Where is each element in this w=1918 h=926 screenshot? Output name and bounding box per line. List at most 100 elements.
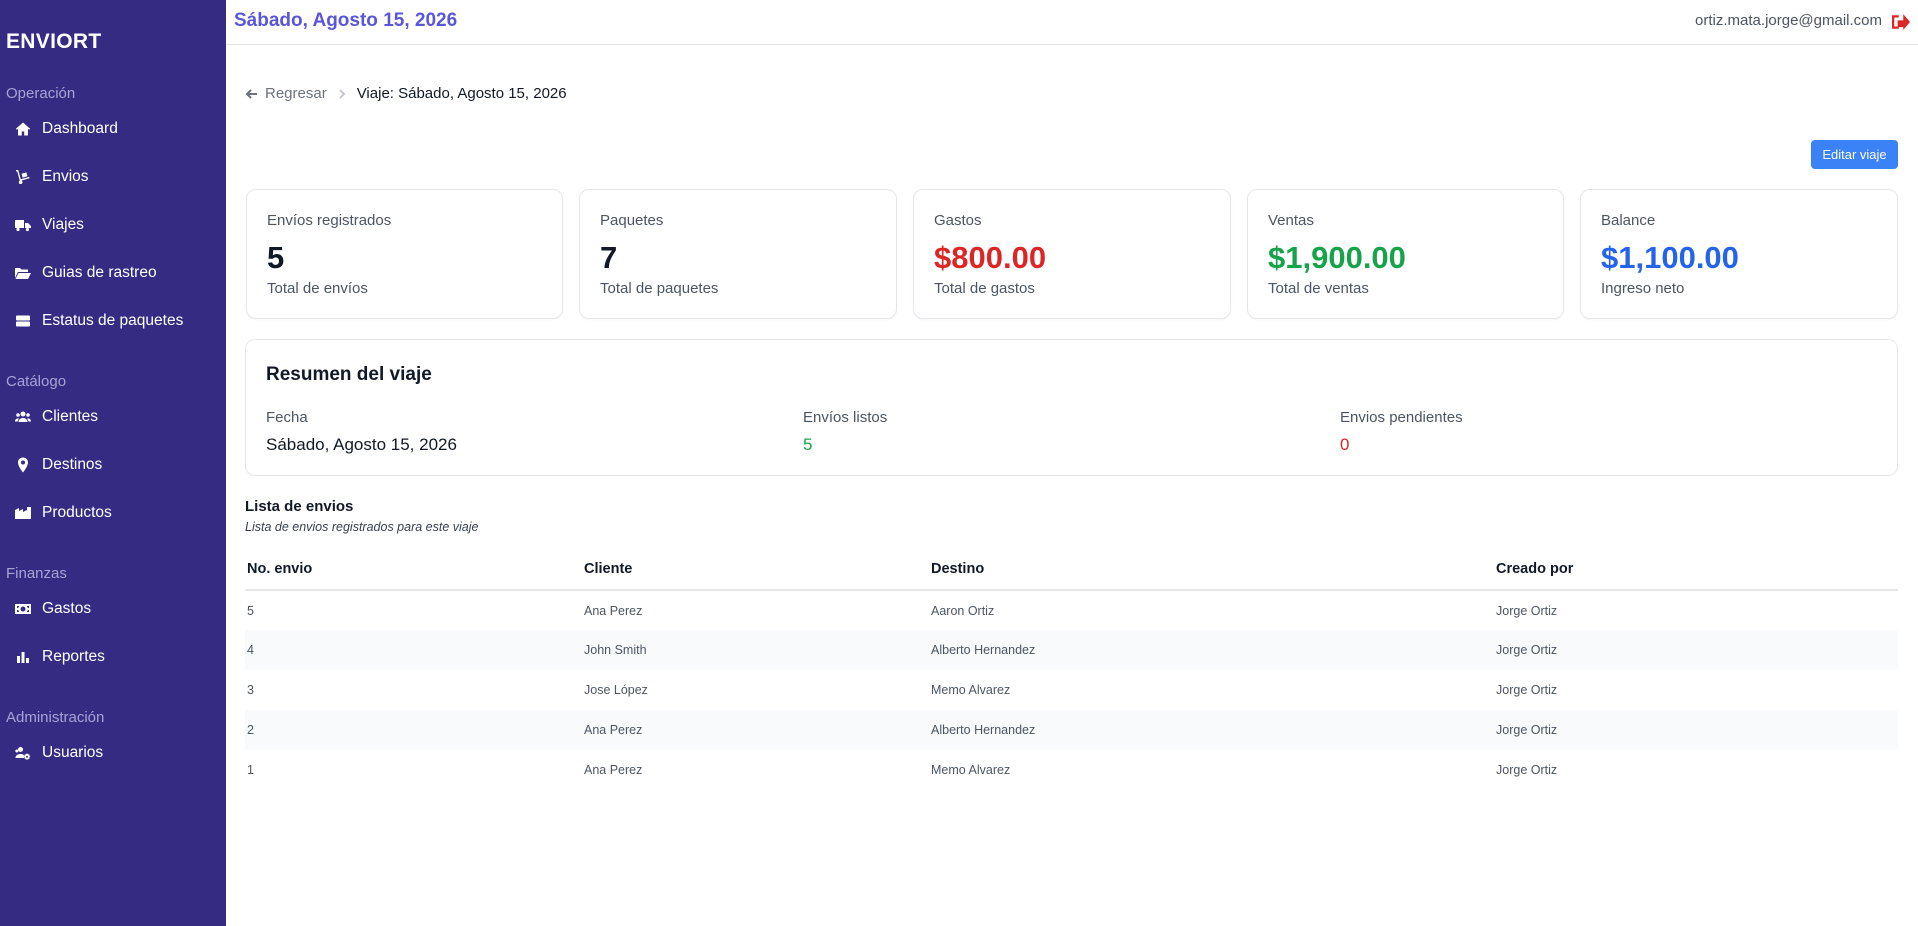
section-title-operacion: Operación <box>6 85 76 102</box>
cell-destino: Aaron Ortiz <box>931 603 995 618</box>
section-title-catalogo: Catálogo <box>6 373 67 390</box>
chevron-right-icon <box>337 88 347 99</box>
sidebar-item-dashboard[interactable]: Dashboard <box>14 115 118 143</box>
sidebar-item-productos[interactable]: Productos <box>14 499 112 527</box>
sidebar-item-label: Usuarios <box>42 744 104 761</box>
edit-trip-button[interactable]: Editar viaje <box>1811 140 1898 169</box>
sidebar-item-clientes[interactable]: Clientes <box>14 403 98 431</box>
summary-pending-value: 0 <box>1340 435 1350 454</box>
section-title-administracion: Administración <box>6 709 105 726</box>
back-link-label: Regresar <box>265 85 327 102</box>
sidebar-item-destinos[interactable]: Destinos <box>14 451 102 479</box>
stat-label: Gastos <box>934 212 982 229</box>
sign-out-icon[interactable] <box>1892 13 1910 31</box>
sidebar: ENVIORT Operación Dashboard Envios Viaje… <box>0 0 226 926</box>
back-link[interactable]: Regresar <box>245 85 327 102</box>
stat-subtitle: Total de ventas <box>1268 280 1369 297</box>
cell-cliente: Ana Perez <box>584 603 643 618</box>
cell-destino: Memo Alvarez <box>931 683 1011 697</box>
users-icon <box>14 409 32 425</box>
stat-value: $1,900.00 <box>1268 240 1406 275</box>
stat-value: $1,100.00 <box>1601 240 1739 275</box>
cell-destino: Memo Alvarez <box>931 763 1011 777</box>
sidebar-item-envios[interactable]: Envios <box>14 163 89 191</box>
stat-value: 5 <box>267 240 285 275</box>
stat-subtitle: Total de envíos <box>267 280 368 297</box>
arrow-left-icon <box>245 88 257 99</box>
column-header-destino[interactable]: Destino <box>931 548 1496 591</box>
table-row[interactable]: 5 Ana Perez Aaron Ortiz Jorge Ortiz <box>245 590 1898 630</box>
stat-label: Paquetes <box>600 212 664 229</box>
summary-date-label: Fecha <box>266 409 308 426</box>
brand-logo[interactable]: ENVIORT <box>6 30 102 53</box>
stat-label: Envíos registrados <box>267 212 392 229</box>
money-bill-icon <box>14 601 32 617</box>
stat-card-paquetes: Paquetes 7 Total de paquetes <box>579 189 897 319</box>
stat-subtitle: Ingreso neto <box>1601 280 1685 297</box>
users-cog-icon <box>14 745 32 761</box>
stat-card-envios: Envíos registrados 5 Total de envíos <box>246 189 563 319</box>
shipments-table: No. envio Cliente Destino Creado por 5 A… <box>245 548 1898 790</box>
section-title-finanzas: Finanzas <box>6 565 67 582</box>
bar-chart-icon <box>14 649 32 665</box>
table-header-row: No. envio Cliente Destino Creado por <box>245 548 1898 591</box>
sidebar-item-label: Estatus de paquetes <box>42 312 184 329</box>
stat-label: Ventas <box>1268 212 1314 229</box>
cell-creado-por: Jorge Ortiz <box>1496 683 1558 697</box>
cell-creado-por: Jorge Ortiz <box>1496 710 1898 750</box>
table-row[interactable]: 4 John Smith Alberto Hernandez Jorge Ort… <box>245 630 1898 670</box>
breadcrumb-current: Viaje: Sábado, Agosto 15, 2026 <box>356 85 567 102</box>
column-header-cliente[interactable]: Cliente <box>584 548 931 591</box>
header-date: Sábado, Agosto 15, 2026 <box>234 10 458 31</box>
user-email: ortiz.mata.jorge@gmail.com <box>1695 12 1882 29</box>
sidebar-item-label: Guias de rastreo <box>42 264 157 281</box>
cell-no-envio: 2 <box>245 710 584 750</box>
cell-no-envio: 1 <box>247 763 254 777</box>
sidebar-item-label: Envios <box>42 168 89 185</box>
table-row[interactable]: 1 Ana Perez Memo Alvarez Jorge Ortiz <box>245 750 1898 790</box>
dolly-icon <box>14 169 32 185</box>
sidebar-item-label: Destinos <box>42 456 103 473</box>
summary-ready-label: Envíos listos <box>803 409 888 426</box>
cell-no-envio: 4 <box>245 630 584 670</box>
stat-subtitle: Total de paquetes <box>600 280 719 297</box>
column-header-no-envio[interactable]: No. envio <box>245 548 584 591</box>
sidebar-item-guias[interactable]: Guias de rastreo <box>14 259 157 287</box>
sidebar-item-label: Dashboard <box>42 120 118 137</box>
cell-creado-por: Jorge Ortiz <box>1496 630 1898 670</box>
cell-cliente: Ana Perez <box>584 763 643 777</box>
sidebar-item-label: Clientes <box>42 408 98 425</box>
sidebar-item-label: Viajes <box>42 216 84 233</box>
stat-subtitle: Total de gastos <box>934 280 1035 297</box>
cell-creado-por: Jorge Ortiz <box>1496 603 1558 618</box>
table-row[interactable]: 3 Jose López Memo Alvarez Jorge Ortiz <box>245 670 1898 710</box>
sidebar-item-usuarios[interactable]: Usuarios <box>14 739 103 767</box>
cell-cliente: John Smith <box>584 630 931 670</box>
cell-creado-por: Jorge Ortiz <box>1496 763 1558 777</box>
top-header: Sábado, Agosto 15, 2026 ortiz.mata.jorge… <box>226 0 1918 45</box>
sidebar-item-estatus[interactable]: Estatus de paquetes <box>14 307 183 335</box>
stat-card-balance: Balance $1,100.00 Ingreso neto <box>1580 189 1898 319</box>
sidebar-item-gastos[interactable]: Gastos <box>14 595 91 623</box>
table-row[interactable]: 2 Ana Perez Alberto Hernandez Jorge Orti… <box>245 710 1898 750</box>
summary-date-value: Sábado, Agosto 15, 2026 <box>266 435 457 454</box>
cell-destino: Alberto Hernandez <box>931 710 1496 750</box>
sidebar-item-viajes[interactable]: Viajes <box>14 211 84 239</box>
warehouse-icon <box>14 505 32 521</box>
home-icon <box>14 121 32 137</box>
column-header-creado-por[interactable]: Creado por <box>1496 548 1898 591</box>
cell-destino: Alberto Hernandez <box>931 630 1496 670</box>
list-title: Lista de envios <box>245 498 354 515</box>
server-icon <box>14 313 32 329</box>
summary-pending-label: Envios pendientes <box>1340 409 1463 426</box>
trip-summary-card: Resumen del viaje Fecha Sábado, Agosto 1… <box>245 339 1898 476</box>
stat-label: Balance <box>1601 212 1656 229</box>
truck-icon <box>14 217 32 233</box>
sidebar-item-label: Productos <box>42 504 112 521</box>
stat-value: $800.00 <box>934 240 1047 275</box>
breadcrumb: Regresar Viaje: Sábado, Agosto 15, 2026 <box>245 85 567 102</box>
folder-open-icon <box>14 265 32 281</box>
summary-title: Resumen del viaje <box>266 364 432 385</box>
list-subtitle: Lista de envios registrados para este vi… <box>245 520 479 534</box>
sidebar-item-reportes[interactable]: Reportes <box>14 643 105 671</box>
